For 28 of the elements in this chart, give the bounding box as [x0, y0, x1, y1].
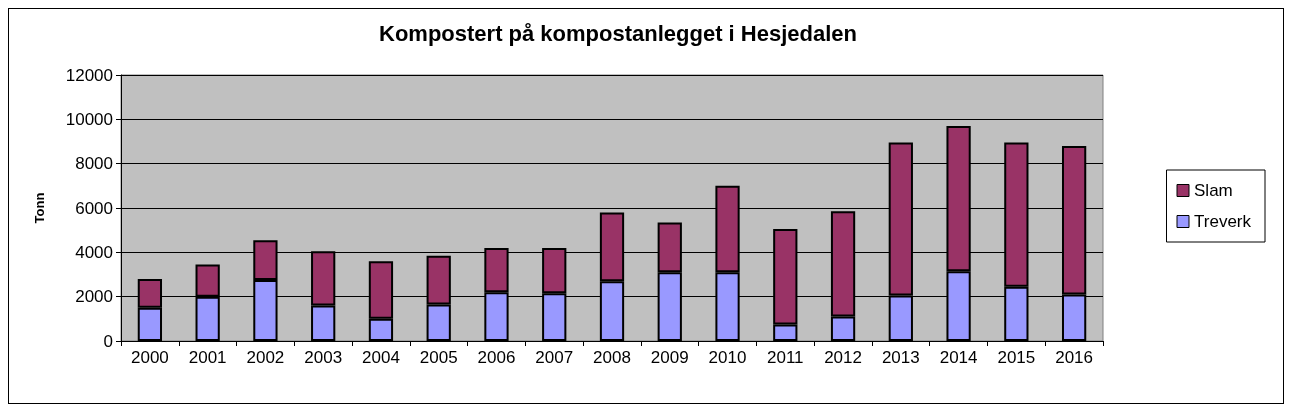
x-tick-label: 2002: [246, 348, 285, 367]
x-tick-label: 2005: [419, 348, 458, 367]
x-tick-label: 2000: [130, 348, 169, 367]
x-tick-label: 2004: [362, 348, 400, 367]
x-tick-label: 2015: [997, 348, 1036, 367]
y-tick-label: 10000: [65, 109, 113, 129]
x-tick-label: 2011: [767, 348, 804, 367]
x-tick-label: 2007: [535, 348, 574, 367]
x-tick-label: 2001: [188, 348, 227, 367]
y-tick-label: 0: [103, 331, 113, 351]
y-axis-title: Tonn: [32, 192, 47, 224]
x-tick-label: 2014: [939, 348, 978, 367]
x-tick-label: 2016: [1055, 348, 1094, 367]
x-tick-label: 2008: [593, 348, 631, 367]
y-tick-label: 6000: [75, 198, 113, 218]
x-tick-label: 2003: [304, 348, 343, 367]
y-tick-label: 4000: [75, 242, 113, 262]
x-tick-label: 2013: [881, 348, 920, 367]
y-tick-label: 2000: [75, 287, 113, 307]
chart-title: Kompostert på kompostanlegget i Hesjedalen: [379, 20, 857, 46]
x-tick-label: 2012: [824, 348, 862, 367]
y-tick-label: 8000: [75, 154, 113, 174]
x-tick-label: 2010: [708, 348, 747, 367]
legend-label: Slam: [1194, 181, 1233, 200]
x-tick-label: 2006: [477, 348, 516, 367]
legend-label: Treverk: [1194, 212, 1252, 231]
x-tick-label: 2009: [650, 348, 689, 367]
y-tick-label: 12000: [65, 65, 113, 85]
